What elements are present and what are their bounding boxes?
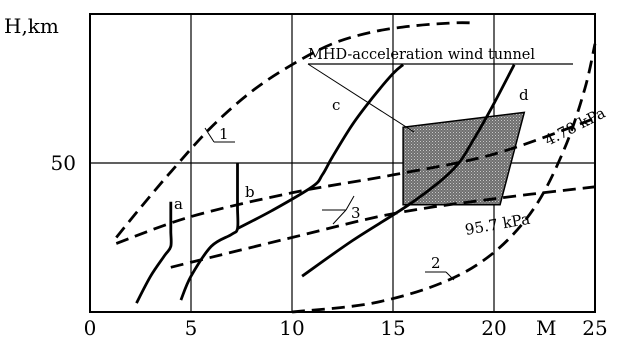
y-tick-label-50: 50 xyxy=(51,151,76,175)
curve-2 xyxy=(291,43,597,314)
pressure-low-label: 4.78 kPa xyxy=(542,104,609,150)
curves-group xyxy=(115,21,597,314)
pressure-high-label: 95.7 kPa xyxy=(464,210,532,239)
tunnel-label: MHD-acceleration wind tunnel xyxy=(308,47,535,63)
x-tick-label-25: 25 xyxy=(582,316,607,340)
x-tick-label-10: 10 xyxy=(279,316,304,340)
curve-c xyxy=(236,63,405,230)
x-tick-label-0: 0 xyxy=(84,316,97,340)
curve-d xyxy=(301,64,516,278)
curve-label-a: a xyxy=(174,195,183,213)
tunnel-leader-line xyxy=(307,63,415,133)
curve-1 xyxy=(115,21,474,239)
x-axis-label: M xyxy=(536,316,556,340)
y-axis-label: H,km xyxy=(4,14,59,38)
curve-3 xyxy=(115,116,596,245)
curve-a xyxy=(135,201,173,304)
curve-label-1-tick xyxy=(204,127,215,143)
curve-label-1: 1 xyxy=(219,125,229,143)
x-tick-label-20: 20 xyxy=(481,316,506,340)
tick-labels: 0 5 10 15 20 25 50 xyxy=(51,151,608,340)
x-tick-label-15: 15 xyxy=(380,316,405,340)
curve-label-2: 2 xyxy=(431,254,441,272)
curve-label-3-tick-a xyxy=(345,195,355,211)
curve-label-c: c xyxy=(332,96,340,114)
curve-label-2-tick xyxy=(445,271,455,281)
curve-unnamed-3 xyxy=(170,185,596,269)
curve-b xyxy=(179,163,240,301)
x-tick-label-5: 5 xyxy=(185,316,198,340)
curve-label-b: b xyxy=(245,183,255,201)
curve-label-3: 3 xyxy=(351,204,361,222)
curve-label-3-tick-b xyxy=(332,209,347,225)
curve-label-d: d xyxy=(519,86,529,104)
